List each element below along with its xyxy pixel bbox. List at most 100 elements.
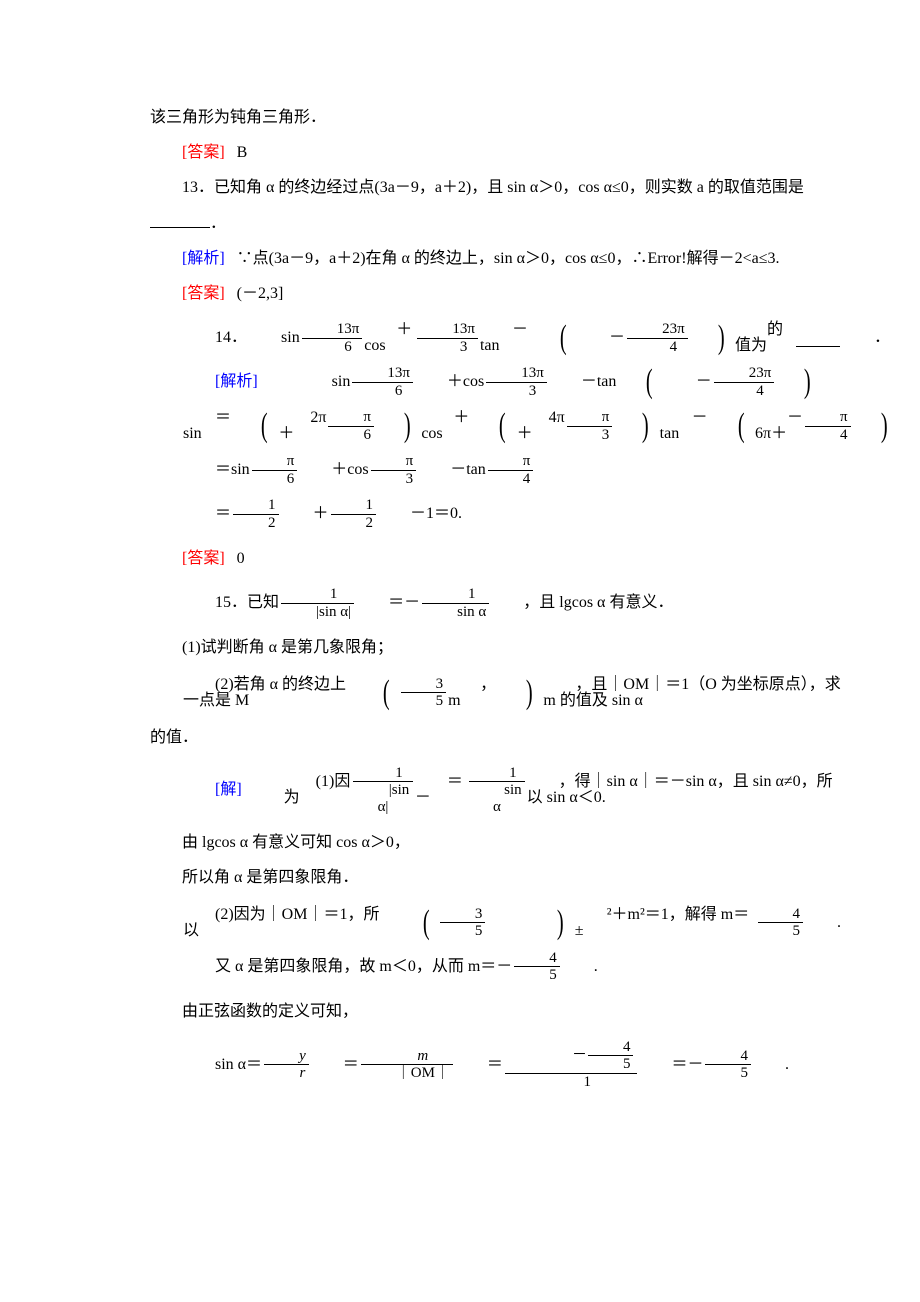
frac-den: 4: [714, 383, 775, 400]
text: ，m: [448, 677, 496, 709]
q15-part2: (2)若角 α 的终边上一点是 M ( 35 ，m ) ，且｜OM｜＝1（O 为…: [150, 676, 810, 710]
frac-den: 2: [331, 515, 377, 532]
solution-15-2: 由 lgcos α 有意义可知 cos α＞0，: [150, 825, 810, 860]
answer-14: [答案] 0: [150, 541, 810, 576]
answer-12-value: B: [237, 144, 248, 161]
frac-den: 5: [588, 1056, 634, 1073]
solution-15-3: 所以角 α 是第四象限角．: [150, 860, 810, 895]
answer-label: [答案]: [182, 550, 225, 567]
frac-num: 3: [401, 676, 447, 694]
question-15: 15．已知 1|sin α| ＝－ 1sin α ，且 lgcos α 有意义．: [150, 586, 810, 620]
frac-num: 1: [422, 586, 489, 604]
frac-num: 13π: [352, 365, 413, 383]
frac-num: －45: [505, 1039, 638, 1074]
frac-den: 3: [486, 383, 547, 400]
frac-num: y: [264, 1048, 309, 1066]
analysis-13: [解析] ∵点(3a－9，a＋2)在角 α 的终边上，sin α＞0，cos α…: [150, 241, 810, 276]
frac-den: 2: [233, 515, 279, 532]
frac-den: 5: [758, 923, 804, 940]
solution-15-7: sin α＝ yr ＝ m｜OM｜ ＝ －45 1 ＝－ 45 .: [150, 1039, 810, 1091]
frac-num: 1: [331, 497, 377, 515]
solution-15-4: (2)因为｜OM｜＝1，所以 ( 35 ) ²＋m²＝1，解得 m＝± 45 .: [150, 906, 810, 940]
analysis-14-step3: ＝sin π6 ＋cos π3 －tan π4: [150, 453, 810, 487]
solution-15-1: [解] (1)因为 1|sin α| ＝－ 1sin α ，得｜sin α｜＝－…: [150, 765, 810, 816]
frac-den: ｜OM｜: [361, 1065, 453, 1082]
frac-den: 6: [302, 339, 363, 356]
q15-part2-tail: 的值．: [150, 720, 810, 755]
answer-14-value: 0: [237, 550, 245, 567]
frac-den: sin α: [469, 782, 525, 815]
frac-num: 3: [440, 906, 486, 924]
frac-num: π: [252, 453, 298, 471]
frac-num: π: [328, 409, 374, 427]
frac-num: m: [361, 1048, 453, 1066]
q14-suffix: 的值为: [735, 322, 794, 354]
text: sin α＝: [183, 1057, 262, 1073]
answer-13-value: (－2,3]: [237, 285, 284, 302]
frac-den: 4: [488, 471, 534, 488]
solution-15-6: 由正弦函数的定义可知，: [150, 994, 810, 1029]
q14-prefix: 14．: [183, 330, 247, 346]
text: (2)因为｜OM｜＝1，所以: [183, 907, 393, 939]
text: 又 α 是第四象限角，故 m＜0，从而 m＝－: [183, 959, 512, 975]
frac-num: 13π: [302, 321, 363, 339]
answer-13: [答案] (－2,3]: [150, 276, 810, 311]
q15-part1: (1)试判断角 α 是第几象限角；: [150, 630, 810, 665]
blank: [796, 330, 840, 347]
frac-num: 4: [514, 950, 560, 968]
error-text: Error!: [647, 250, 686, 267]
frac-num: 4: [588, 1039, 634, 1057]
frac-den: 5: [514, 967, 560, 984]
frac-num: π: [805, 409, 851, 427]
text: (2)若角 α 的终边上一点是 M: [183, 677, 353, 709]
text: ，且 lgcos α 有意义．: [491, 595, 673, 611]
frac-den: 5: [440, 923, 486, 940]
text: (1)因为: [284, 774, 352, 806]
frac-num: 1: [469, 765, 525, 783]
analysis-14-step2: ＝sin ( 2π＋ π6 ) ＋cos ( 4π＋ π3 ) －tan ( －…: [150, 409, 810, 443]
frac-num: 13π: [486, 365, 547, 383]
text: －6π＋: [755, 410, 803, 442]
frac-num: π: [488, 453, 534, 471]
question-14: 14． sin 13π6 ＋cos 13π3 －tan ( － 23π4 ) 的…: [150, 321, 810, 355]
text: ，且｜OM｜＝1（O 为坐标原点），求 m 的值及 sin α: [543, 677, 841, 709]
analysis-14-step1: [解析] sin 13π6 ＋cos 13π3 －tan ( － 23π4 ): [150, 365, 810, 399]
frac-num: 13π: [417, 321, 478, 339]
answer-label: [答案]: [182, 144, 225, 161]
q15-prefix: 15．已知: [183, 595, 279, 611]
answer-12: [答案] B: [150, 135, 810, 170]
frac-den: 5: [705, 1065, 751, 1082]
question-13: 13．已知角 α 的终边经过点(3a－9，a＋2)，且 sin α＞0，cos …: [150, 170, 810, 240]
frac-den: 3: [371, 471, 417, 488]
frac-den: |sin α|: [281, 604, 354, 621]
solution-label: [解]: [183, 782, 242, 798]
answer-label: [答案]: [182, 285, 225, 302]
text: －1＝0.: [378, 506, 462, 522]
frac-den: 6: [352, 383, 413, 400]
frac-den: 6: [328, 427, 374, 444]
frac-den: |sin α|: [353, 782, 413, 815]
frac-num: 1: [353, 765, 413, 783]
analysis-label: [解析]: [183, 374, 258, 390]
frac-den: 4: [627, 339, 688, 356]
frac-den: r: [264, 1065, 309, 1082]
text: 2π＋: [278, 410, 326, 442]
frac-num: 1: [233, 497, 279, 515]
frac-num: 23π: [714, 365, 775, 383]
frac-den: 3: [417, 339, 478, 356]
text: ²＋m²＝1，解得 m＝±: [575, 907, 756, 939]
frac-den: 1: [505, 1074, 638, 1091]
analysis-14-step4: ＝ 12 ＋ 12 －1＝0.: [150, 497, 810, 531]
analysis-label: [解析]: [182, 250, 225, 267]
blank: [150, 211, 210, 228]
analysis-13a: ∵点(3a－9，a＋2)在角 α 的终边上，sin α＞0，cos α≤0，∴: [237, 250, 648, 267]
frac-den: 6: [252, 471, 298, 488]
frac-den: sin α: [422, 604, 489, 621]
frac-num: 1: [281, 586, 354, 604]
frac-den: 4: [805, 427, 851, 444]
q13-text: 13．已知角 α 的终边经过点(3a－9，a＋2)，且 sin α＞0，cos …: [182, 179, 804, 196]
text: ，得｜sin α｜＝－sin α，且 sin α≠0，所以 sin α＜0.: [527, 774, 841, 806]
text: ＝－: [356, 595, 420, 611]
continuation-text: 该三角形为钝角三角形．: [150, 100, 810, 135]
frac-num: π: [371, 453, 417, 471]
